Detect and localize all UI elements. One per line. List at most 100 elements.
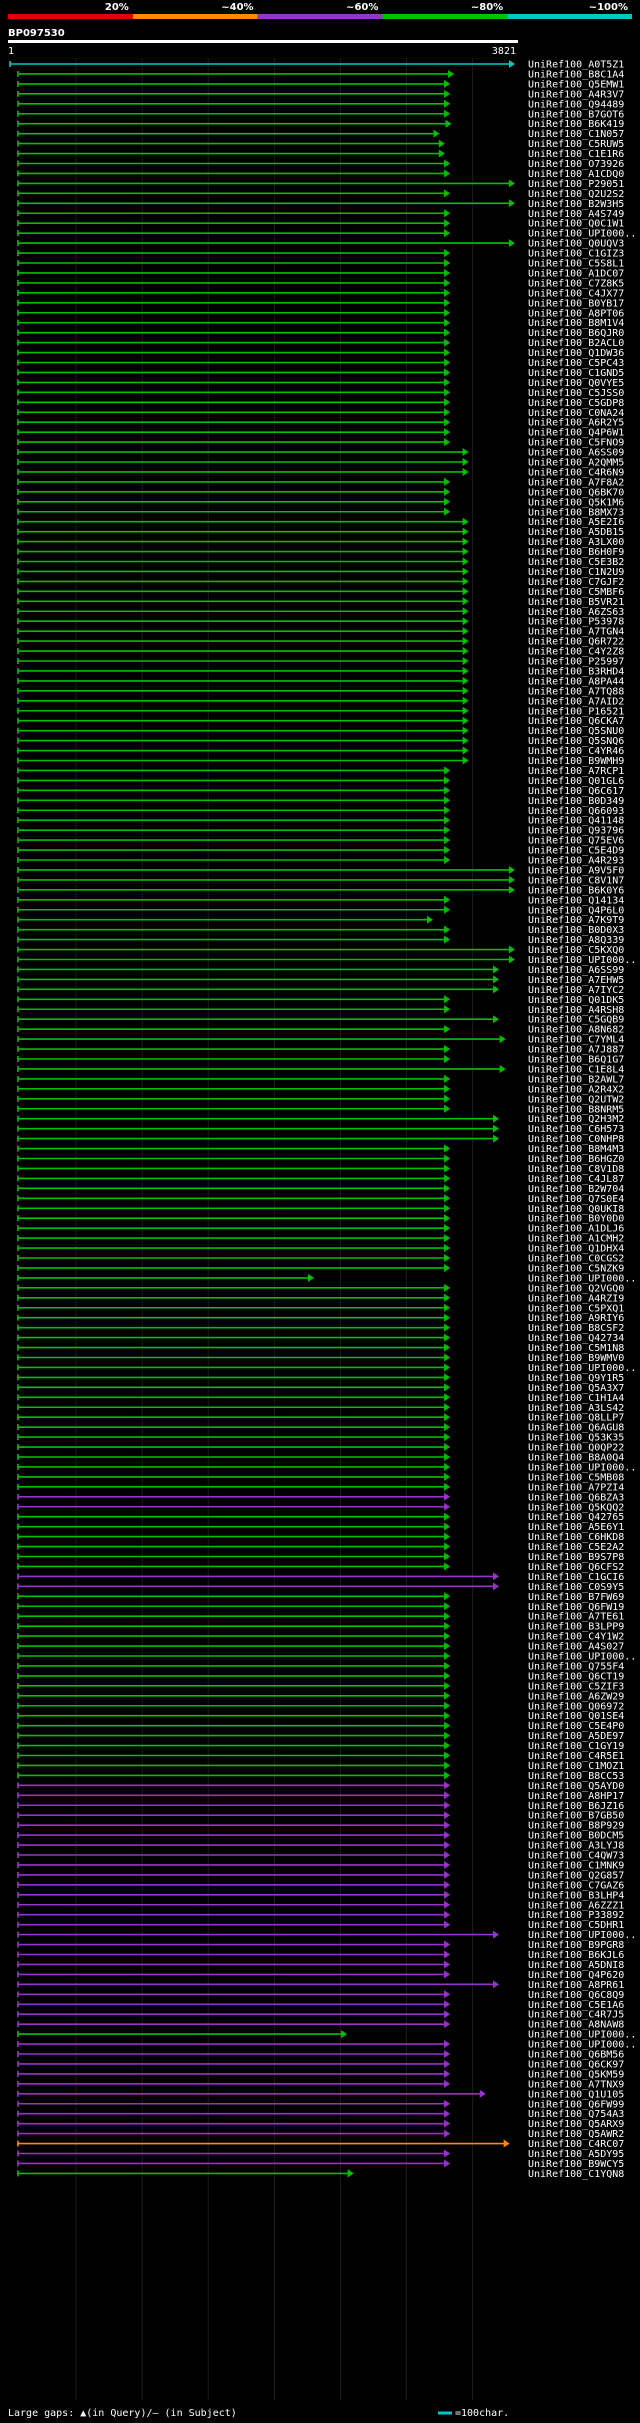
alignment-arrowhead bbox=[444, 1860, 451, 1869]
alignment-row: UniRef100_Q6C8Q9 bbox=[17, 1990, 624, 2001]
alignment-arrowhead bbox=[444, 1045, 451, 1054]
alignment-row: UniRef100_A4RZI9 bbox=[17, 1293, 624, 1304]
subject-label: UniRef100_C1N057 bbox=[528, 129, 624, 140]
subject-label: UniRef100_Q0QP22 bbox=[528, 1443, 624, 1454]
alignment-row: UniRef100_B8CC53 bbox=[17, 1771, 624, 1782]
alignment-arrowhead bbox=[499, 1035, 506, 1044]
alignment-arrowhead bbox=[444, 418, 451, 427]
subject-label: UniRef100_UPI000.. bbox=[528, 2030, 636, 2041]
subject-label: UniRef100_A5DY95 bbox=[528, 2149, 624, 2160]
subject-label: UniRef100_P29051 bbox=[528, 179, 624, 190]
alignment-arrowhead bbox=[444, 766, 451, 775]
subject-label: UniRef100_C5DHR1 bbox=[528, 1920, 624, 1931]
alignment-arrowhead bbox=[444, 1433, 451, 1442]
alignment-row: UniRef100_B2ACL0 bbox=[17, 338, 624, 349]
alignment-row: UniRef100_B8M4M3 bbox=[17, 1144, 624, 1155]
alignment-row: UniRef100_A4RSH8 bbox=[17, 1005, 624, 1016]
subject-label: UniRef100_B2W3H5 bbox=[528, 199, 624, 210]
subject-label: UniRef100_B8MX73 bbox=[528, 507, 624, 518]
alignment-arrowhead bbox=[444, 2040, 451, 2049]
alignment-arrowhead bbox=[426, 915, 433, 924]
alignment-row: UniRef100_UPI000.. bbox=[17, 955, 636, 966]
alignment-arrowhead bbox=[444, 1502, 451, 1511]
alignment-row: UniRef100_A7K9T9 bbox=[17, 915, 624, 926]
alignment-row: UniRef100_B9PGR8 bbox=[17, 1940, 624, 1951]
alignment-arrowhead bbox=[444, 1333, 451, 1342]
alignment-arrowhead bbox=[493, 1572, 500, 1581]
alignment-arrowhead bbox=[462, 686, 469, 695]
alignment-arrowhead bbox=[444, 995, 451, 1004]
alignment-arrowhead bbox=[307, 1273, 314, 1282]
subject-label: UniRef100_Q5ARX9 bbox=[528, 2119, 624, 2130]
subject-label: UniRef100_A0T5Z1 bbox=[528, 60, 624, 71]
subject-label: UniRef100_B6HGZ0 bbox=[528, 1154, 624, 1165]
alignment-row: UniRef100_Q5SNU0 bbox=[17, 726, 624, 737]
identity-tick-5: ~100% bbox=[589, 2, 628, 13]
alignment-arrowhead bbox=[444, 905, 451, 914]
subject-label: UniRef100_C7GJF2 bbox=[528, 577, 624, 588]
alignment-row: UniRef100_P25997 bbox=[17, 657, 624, 668]
subject-label: UniRef100_UPI000.. bbox=[528, 2040, 636, 2051]
alignment-row: UniRef100_C5GQB9 bbox=[17, 1015, 624, 1026]
alignment-row: UniRef100_B7GOT6 bbox=[17, 109, 624, 120]
subject-label: UniRef100_Q1DW36 bbox=[528, 348, 624, 359]
alignment-row: UniRef100_A7PZI4 bbox=[17, 1482, 624, 1493]
alignment-row: UniRef100_UPI000.. bbox=[17, 1273, 636, 1284]
alignment-row: UniRef100_Q5AWR2 bbox=[17, 2129, 624, 2140]
alignment-row: UniRef100_A1CDQ0 bbox=[17, 169, 624, 180]
alignment-row: UniRef100_B8A0Q4 bbox=[17, 1453, 624, 1464]
alignment-arrowhead bbox=[444, 1323, 451, 1332]
alignment-arrowhead bbox=[444, 1701, 451, 1710]
alignment-arrowhead bbox=[508, 179, 515, 188]
alignment-arrowhead bbox=[508, 865, 515, 874]
subject-label: UniRef100_A6ZS63 bbox=[528, 607, 624, 618]
alignment-arrowhead bbox=[462, 666, 469, 675]
alignment-row: UniRef100_Q4P620 bbox=[17, 1970, 624, 1981]
alignment-arrowhead bbox=[444, 1831, 451, 1840]
subject-label: UniRef100_Q9Y1R5 bbox=[528, 1373, 624, 1384]
alignment-row: UniRef100_A4S027 bbox=[17, 1642, 624, 1653]
alignment-arrowhead bbox=[493, 1134, 500, 1143]
subject-label: UniRef100_Q5KM59 bbox=[528, 2069, 624, 2080]
alignment-row: UniRef100_B6K0Y6 bbox=[17, 885, 624, 896]
alignment-arrowhead bbox=[444, 1234, 451, 1243]
subject-label: UniRef100_Q5EMW1 bbox=[528, 79, 624, 90]
alignment-row: UniRef100_P16521 bbox=[17, 706, 624, 717]
alignment-row: UniRef100_A7F8A2 bbox=[17, 477, 624, 488]
alignment-arrowhead bbox=[444, 398, 451, 407]
subject-label: UniRef100_Q75EV6 bbox=[528, 836, 624, 847]
subject-label: UniRef100_A2R4X2 bbox=[528, 1084, 624, 1095]
alignment-arrowhead bbox=[444, 1851, 451, 1859]
subject-label: UniRef100_B8P929 bbox=[528, 1821, 624, 1832]
alignment-arrowhead bbox=[444, 1910, 451, 1919]
identity-tick-2: ~40% bbox=[221, 2, 253, 13]
alignment-arrowhead bbox=[493, 1582, 500, 1591]
alignment-arrowhead bbox=[444, 1592, 451, 1601]
alignment-row: UniRef100_C4JL87 bbox=[17, 1174, 624, 1185]
alignment-row: UniRef100_A8PT06 bbox=[17, 308, 624, 319]
alignment-arrowhead bbox=[444, 1084, 451, 1093]
alignment-row: UniRef100_C4JX77 bbox=[17, 288, 624, 299]
alignment-arrowhead bbox=[444, 2000, 451, 2009]
legend-large-gaps: Large gaps: ▲(in Query)/– (in Subject) bbox=[8, 2408, 237, 2419]
alignment-arrowhead bbox=[444, 1373, 451, 1382]
subject-label: UniRef100_B8CSF2 bbox=[528, 1323, 624, 1334]
alignment-arrowhead bbox=[444, 1055, 451, 1063]
alignment-arrowhead bbox=[444, 1482, 451, 1491]
alignment-row: UniRef100_A8N682 bbox=[17, 1025, 624, 1036]
subject-label: UniRef100_A1CDQ0 bbox=[528, 169, 624, 180]
alignment-row: UniRef100_B2W3H5 bbox=[17, 199, 624, 210]
subject-label: UniRef100_A6ZW29 bbox=[528, 1691, 624, 1702]
alignment-arrowhead bbox=[444, 368, 451, 377]
subject-label: UniRef100_A5DB15 bbox=[528, 527, 624, 538]
alignment-row: UniRef100_C7GAZ6 bbox=[17, 1880, 624, 1891]
alignment-arrowhead bbox=[444, 219, 451, 228]
alignment-arrowhead bbox=[444, 856, 451, 864]
alignment-row: UniRef100_Q6FW19 bbox=[17, 1602, 624, 1613]
identity-band-5 bbox=[507, 14, 632, 19]
alignment-row: UniRef100_A6R2Y5 bbox=[17, 418, 624, 429]
subject-label: UniRef100_Q2VGQ0 bbox=[528, 1283, 624, 1294]
subject-label: UniRef100_B8CC53 bbox=[528, 1771, 624, 1782]
alignment-row: UniRef100_B6H0F9 bbox=[17, 547, 624, 558]
alignment-arrowhead bbox=[462, 597, 469, 606]
